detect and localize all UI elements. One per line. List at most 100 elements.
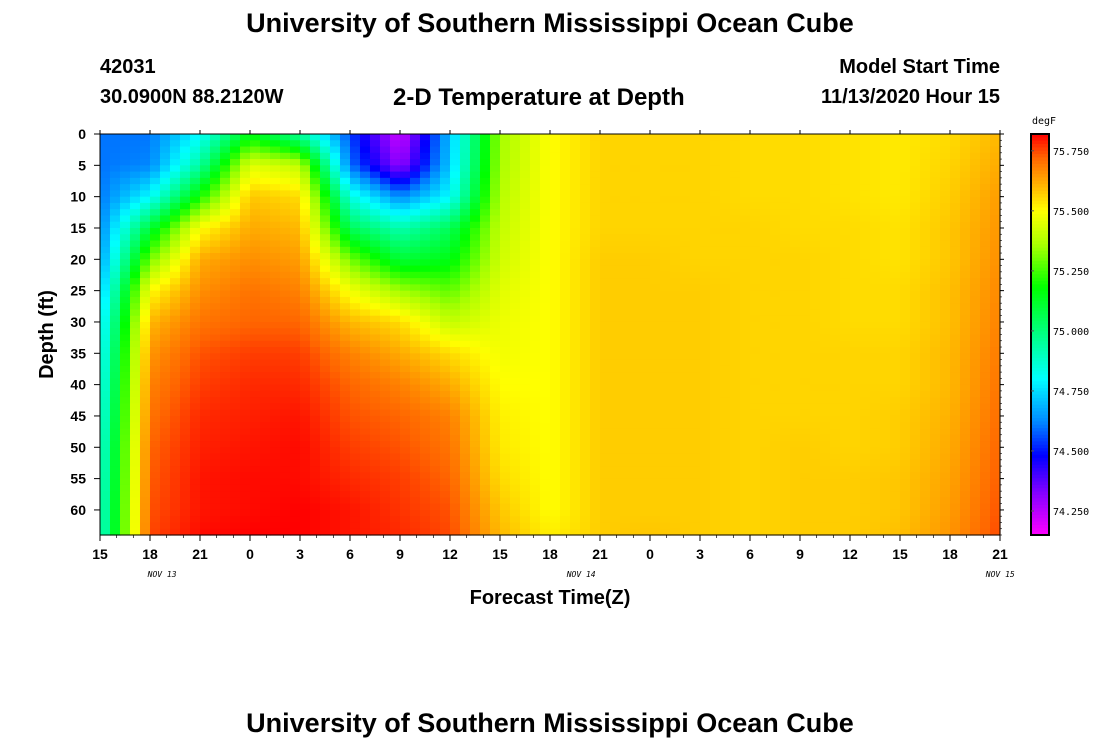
heatmap-cell: [310, 278, 321, 285]
heatmap-cell: [490, 246, 501, 254]
heatmap-cell: [240, 296, 251, 304]
heatmap-cell: [560, 309, 571, 317]
heatmap-cell: [710, 290, 721, 298]
heatmap-cell: [610, 390, 621, 398]
heatmap-cell: [150, 303, 161, 311]
heatmap-cell: [800, 434, 811, 442]
heatmap-cell: [870, 202, 881, 210]
heatmap-cell: [830, 441, 841, 448]
heatmap-cell: [250, 359, 261, 367]
heatmap-cell: [840, 284, 851, 292]
heatmap-cell: [870, 240, 881, 248]
heatmap-cell: [420, 221, 431, 229]
heatmap-cell: [310, 134, 321, 141]
heatmap-cell: [870, 328, 881, 336]
heatmap-cell: [440, 209, 451, 217]
heatmap-cell: [610, 378, 621, 386]
heatmap-cell: [340, 190, 351, 198]
heatmap-cell: [650, 146, 661, 154]
heatmap-cell: [500, 528, 511, 536]
heatmap-cell: [330, 184, 341, 191]
heatmap-cell: [470, 453, 481, 461]
heatmap-cell: [600, 447, 611, 455]
heatmap-cell: [510, 184, 521, 191]
heatmap-cell: [260, 441, 271, 448]
heatmap-cell: [740, 397, 751, 405]
heatmap-cell: [590, 353, 601, 361]
heatmap-cell: [830, 384, 841, 392]
heatmap-cell: [790, 215, 801, 223]
heatmap-cell: [760, 278, 771, 285]
heatmap-cell: [810, 265, 821, 273]
heatmap-cell: [450, 209, 461, 217]
heatmap-cell: [580, 152, 591, 160]
heatmap-cell: [360, 246, 371, 254]
heatmap-cell: [540, 484, 551, 492]
heatmap-cell: [460, 246, 471, 254]
heatmap-cell: [420, 177, 431, 185]
heatmap-cell: [530, 202, 541, 210]
heatmap-cell: [290, 340, 301, 348]
heatmap-cell: [300, 184, 311, 191]
heatmap-cell: [160, 284, 171, 292]
heatmap-cell: [430, 171, 441, 179]
heatmap-cell: [440, 466, 451, 473]
heatmap-cell: [180, 472, 191, 480]
heatmap-cell: [600, 321, 611, 329]
heatmap-cell: [620, 334, 631, 342]
heatmap-cell: [560, 491, 571, 499]
heatmap-cell: [160, 234, 171, 242]
heatmap-cell: [860, 321, 871, 329]
heatmap-cell: [410, 284, 421, 292]
heatmap-cell: [110, 278, 121, 285]
heatmap-cell: [340, 196, 351, 204]
heatmap-cell: [710, 415, 721, 423]
heatmap-cell: [610, 422, 621, 430]
heatmap-cell: [310, 271, 321, 279]
heatmap-cell: [750, 403, 761, 411]
heatmap-cell: [530, 303, 541, 311]
heatmap-cell: [120, 353, 131, 361]
heatmap-cell: [760, 253, 771, 260]
heatmap-cell: [230, 522, 241, 530]
heatmap-cell: [260, 177, 271, 185]
heatmap-cell: [130, 140, 141, 148]
heatmap-cell: [430, 209, 441, 217]
heatmap-cell: [100, 309, 111, 317]
heatmap-cell: [450, 428, 461, 436]
heatmap-cell: [630, 434, 641, 442]
heatmap-cell: [730, 184, 741, 191]
heatmap-cell: [420, 140, 431, 148]
heatmap-cell: [190, 271, 201, 279]
heatmap-cell: [860, 447, 871, 455]
heatmap-cell: [710, 159, 721, 166]
heatmap-cell: [680, 459, 691, 467]
heatmap-cell: [210, 397, 221, 405]
heatmap-cell: [570, 202, 581, 210]
heatmap-cell: [560, 365, 571, 373]
heatmap-cell: [710, 196, 721, 204]
heatmap-cell: [300, 246, 311, 254]
heatmap-cell: [150, 378, 161, 386]
heatmap-cell: [270, 509, 281, 517]
heatmap-cell: [270, 434, 281, 442]
heatmap-cell: [730, 409, 741, 417]
heatmap-cell: [470, 309, 481, 317]
heatmap-cell: [580, 447, 591, 455]
heatmap-cell: [180, 171, 191, 179]
heatmap-cell: [810, 516, 821, 524]
heatmap-cell: [340, 397, 351, 405]
heatmap-cell: [820, 152, 831, 160]
heatmap-cell: [600, 497, 611, 505]
heatmap-cell: [400, 290, 411, 298]
heatmap-cell: [430, 165, 441, 173]
heatmap-cell: [350, 503, 361, 511]
heatmap-cell: [670, 202, 681, 210]
heatmap-cell: [320, 453, 331, 461]
heatmap-cell: [490, 271, 501, 279]
heatmap-cell: [160, 196, 171, 204]
heatmap-cell: [720, 434, 731, 442]
heatmap-cell: [860, 284, 871, 292]
heatmap-cell: [280, 290, 291, 298]
heatmap-cell: [720, 478, 731, 486]
